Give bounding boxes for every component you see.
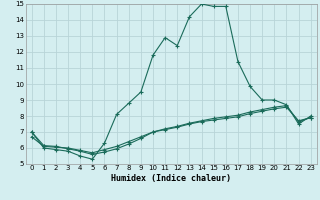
X-axis label: Humidex (Indice chaleur): Humidex (Indice chaleur) xyxy=(111,174,231,183)
